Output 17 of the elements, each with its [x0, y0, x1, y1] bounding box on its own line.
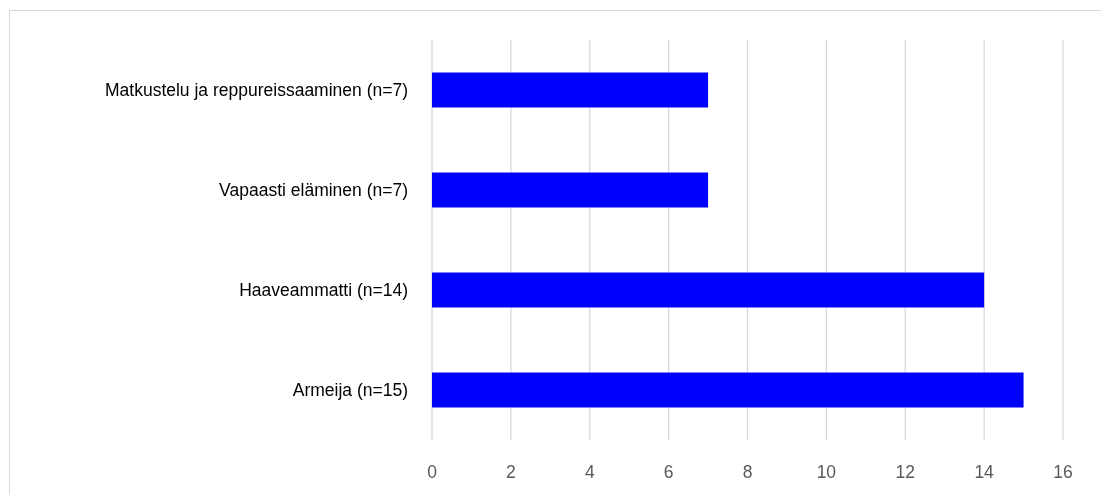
x-tick-label: 2 — [506, 462, 516, 483]
x-tick-label: 12 — [895, 462, 915, 483]
x-tick-label: 8 — [742, 462, 753, 483]
x-tick-label: 10 — [816, 462, 837, 483]
y-tick-label: Haaveammatti (n=14) — [239, 280, 408, 301]
y-tick-label: Vapaasti eläminen (n=7) — [219, 180, 408, 201]
bar — [432, 372, 1024, 408]
y-tick-label: Armeija (n=15) — [292, 380, 408, 401]
x-tick-label: 6 — [663, 462, 674, 483]
bar — [432, 72, 709, 108]
x-tick-label: 4 — [584, 462, 595, 483]
bar — [432, 272, 985, 308]
bar — [432, 172, 709, 208]
x-tick-label: 0 — [427, 462, 438, 483]
x-tick-label: 16 — [1053, 462, 1073, 483]
y-tick-label: Matkustelu ja reppureissaaminen (n=7) — [104, 80, 408, 101]
x-tick-label: 14 — [974, 462, 995, 483]
